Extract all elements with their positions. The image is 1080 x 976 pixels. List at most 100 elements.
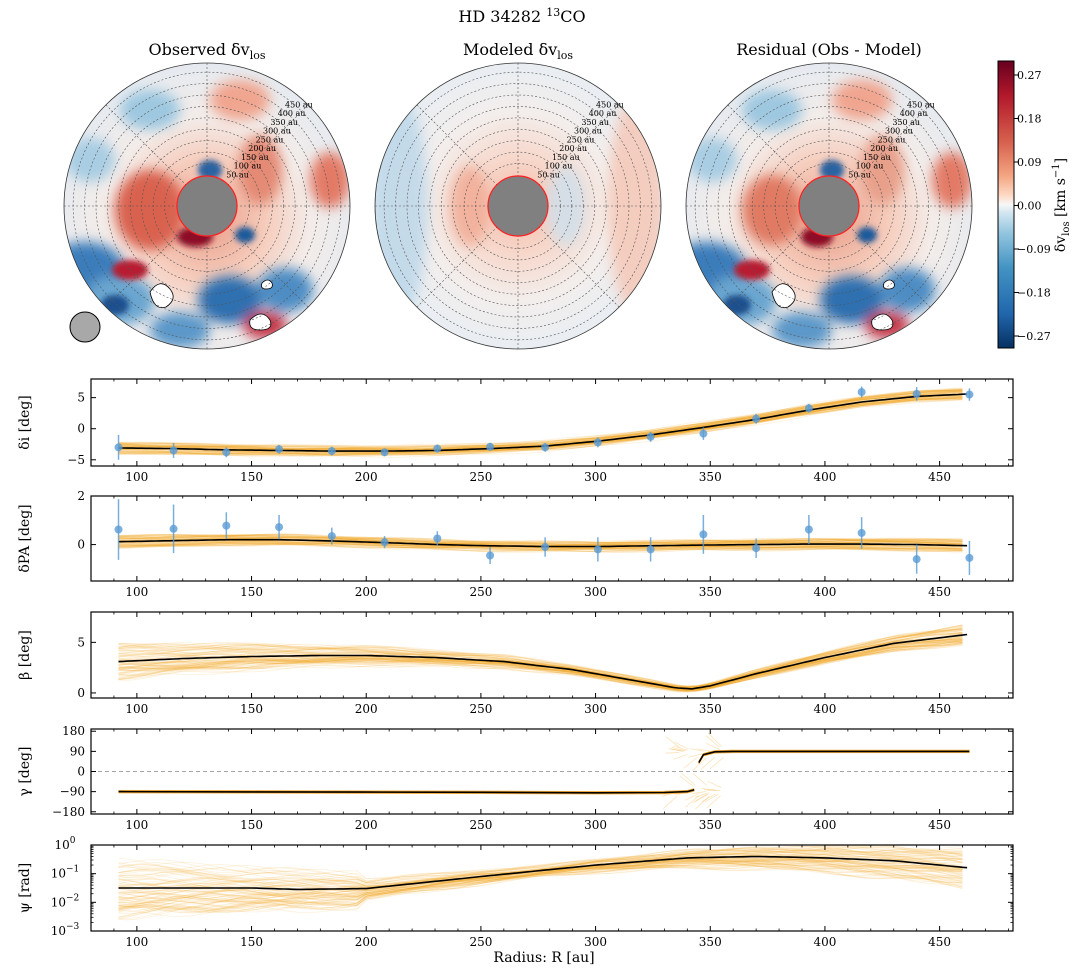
colorbar: 0.27 0.18 0.09 0.00 −0.09 −0.18 −0.27 δvlos [k… bbox=[997, 60, 1072, 349]
transition-sample bbox=[665, 736, 680, 748]
sample-line bbox=[118, 389, 963, 451]
transition-sample bbox=[692, 791, 707, 794]
data-point bbox=[169, 524, 178, 533]
sample-line bbox=[118, 396, 963, 454]
sample-line bbox=[118, 642, 963, 692]
x-tick-label: 200 bbox=[355, 470, 378, 484]
x-tick-label: 100 bbox=[125, 470, 148, 484]
sample-line bbox=[118, 788, 695, 792]
x-tick-label: 350 bbox=[699, 702, 722, 716]
sample-line bbox=[118, 398, 963, 458]
panel-frame bbox=[90, 378, 1014, 467]
transition-sample bbox=[673, 754, 688, 760]
sample-line bbox=[118, 790, 695, 795]
sample-line bbox=[118, 390, 963, 451]
sample-line bbox=[118, 536, 963, 545]
sample-line bbox=[118, 643, 963, 691]
sample-line bbox=[118, 390, 963, 450]
sample-line bbox=[118, 845, 963, 883]
sample-line bbox=[118, 396, 963, 455]
sample-line bbox=[698, 752, 970, 765]
x-tick-label: 200 bbox=[355, 702, 378, 716]
sample-line bbox=[118, 390, 963, 449]
sample-line bbox=[118, 535, 963, 545]
ring-label: 350 au bbox=[581, 118, 609, 127]
sample-line bbox=[118, 788, 695, 793]
sample-line bbox=[118, 638, 963, 691]
sample-line bbox=[118, 637, 963, 689]
data-point bbox=[380, 538, 389, 547]
sample-line bbox=[118, 634, 963, 691]
x-tick-label: 150 bbox=[240, 585, 263, 599]
sample-line bbox=[698, 751, 970, 764]
sample-line bbox=[698, 751, 970, 764]
sample-line bbox=[118, 397, 963, 452]
x-tick-label: 300 bbox=[584, 702, 607, 716]
sample-line bbox=[118, 390, 963, 449]
sample-line bbox=[118, 535, 963, 545]
sample-line bbox=[118, 862, 963, 897]
sample-line bbox=[118, 392, 963, 456]
sample-line bbox=[698, 752, 970, 765]
ring-label: 250 au bbox=[878, 135, 906, 144]
x-tick-label: 250 bbox=[469, 818, 492, 832]
transition-sample bbox=[688, 753, 703, 758]
x-tick-label: 150 bbox=[240, 818, 263, 832]
sample-line bbox=[118, 396, 963, 454]
sample-line bbox=[118, 541, 963, 552]
x-tick-label: 200 bbox=[355, 818, 378, 832]
sample-line bbox=[118, 864, 963, 917]
sample-line bbox=[118, 858, 963, 911]
colorbar-tick-label: −0.27 bbox=[1017, 330, 1051, 343]
sample-line bbox=[698, 751, 970, 763]
y-axis-label: γ [deg] bbox=[17, 747, 33, 797]
sample-line bbox=[118, 397, 963, 454]
sample-line bbox=[698, 751, 970, 764]
sample-line bbox=[698, 751, 970, 764]
data-point bbox=[486, 442, 495, 451]
x-tick-label: 400 bbox=[813, 935, 836, 949]
sample-line bbox=[118, 635, 963, 691]
sample-line bbox=[118, 641, 963, 691]
sample-line bbox=[118, 398, 963, 452]
data-point bbox=[912, 555, 921, 564]
y-tick-label: 0 bbox=[77, 765, 85, 779]
sample-line bbox=[118, 536, 963, 544]
y-axis-label: β [deg] bbox=[17, 630, 33, 680]
sample-line bbox=[118, 540, 963, 551]
sample-line bbox=[118, 865, 963, 903]
sample-line bbox=[118, 846, 963, 884]
sample-line bbox=[118, 853, 963, 918]
colorbar-ticks: 0.27 0.18 0.09 0.00 −0.09 −0.18 −0.27 bbox=[1014, 69, 1051, 343]
sample-line bbox=[698, 752, 970, 765]
sample-line bbox=[118, 534, 963, 546]
sample-line bbox=[118, 398, 963, 452]
sample-line bbox=[118, 788, 695, 792]
transition-sample bbox=[695, 793, 710, 802]
sample-line bbox=[118, 538, 963, 547]
transition-sample bbox=[709, 756, 724, 770]
sample-line bbox=[118, 389, 963, 450]
sample-line bbox=[118, 538, 963, 552]
sample-line bbox=[118, 788, 695, 792]
x-tick-label: 400 bbox=[813, 585, 836, 599]
ring-label: 50 au bbox=[848, 170, 871, 179]
inner-mask bbox=[798, 175, 860, 237]
x-tick-label: 350 bbox=[699, 470, 722, 484]
sample-line bbox=[118, 851, 963, 900]
sample-line bbox=[698, 752, 970, 765]
data-point bbox=[327, 532, 336, 541]
data-point bbox=[752, 414, 761, 423]
x-tick-label: 400 bbox=[813, 702, 836, 716]
sample-line bbox=[118, 632, 963, 688]
sample-line bbox=[118, 542, 963, 552]
sample-line bbox=[118, 641, 963, 691]
panel-frame bbox=[90, 844, 1014, 932]
ring-label: 100 au bbox=[856, 162, 884, 171]
colorbar-label: δvlos [km s−1] bbox=[1051, 158, 1072, 252]
data-point bbox=[804, 404, 813, 413]
sample-line bbox=[118, 389, 963, 447]
sample-line bbox=[698, 751, 970, 764]
